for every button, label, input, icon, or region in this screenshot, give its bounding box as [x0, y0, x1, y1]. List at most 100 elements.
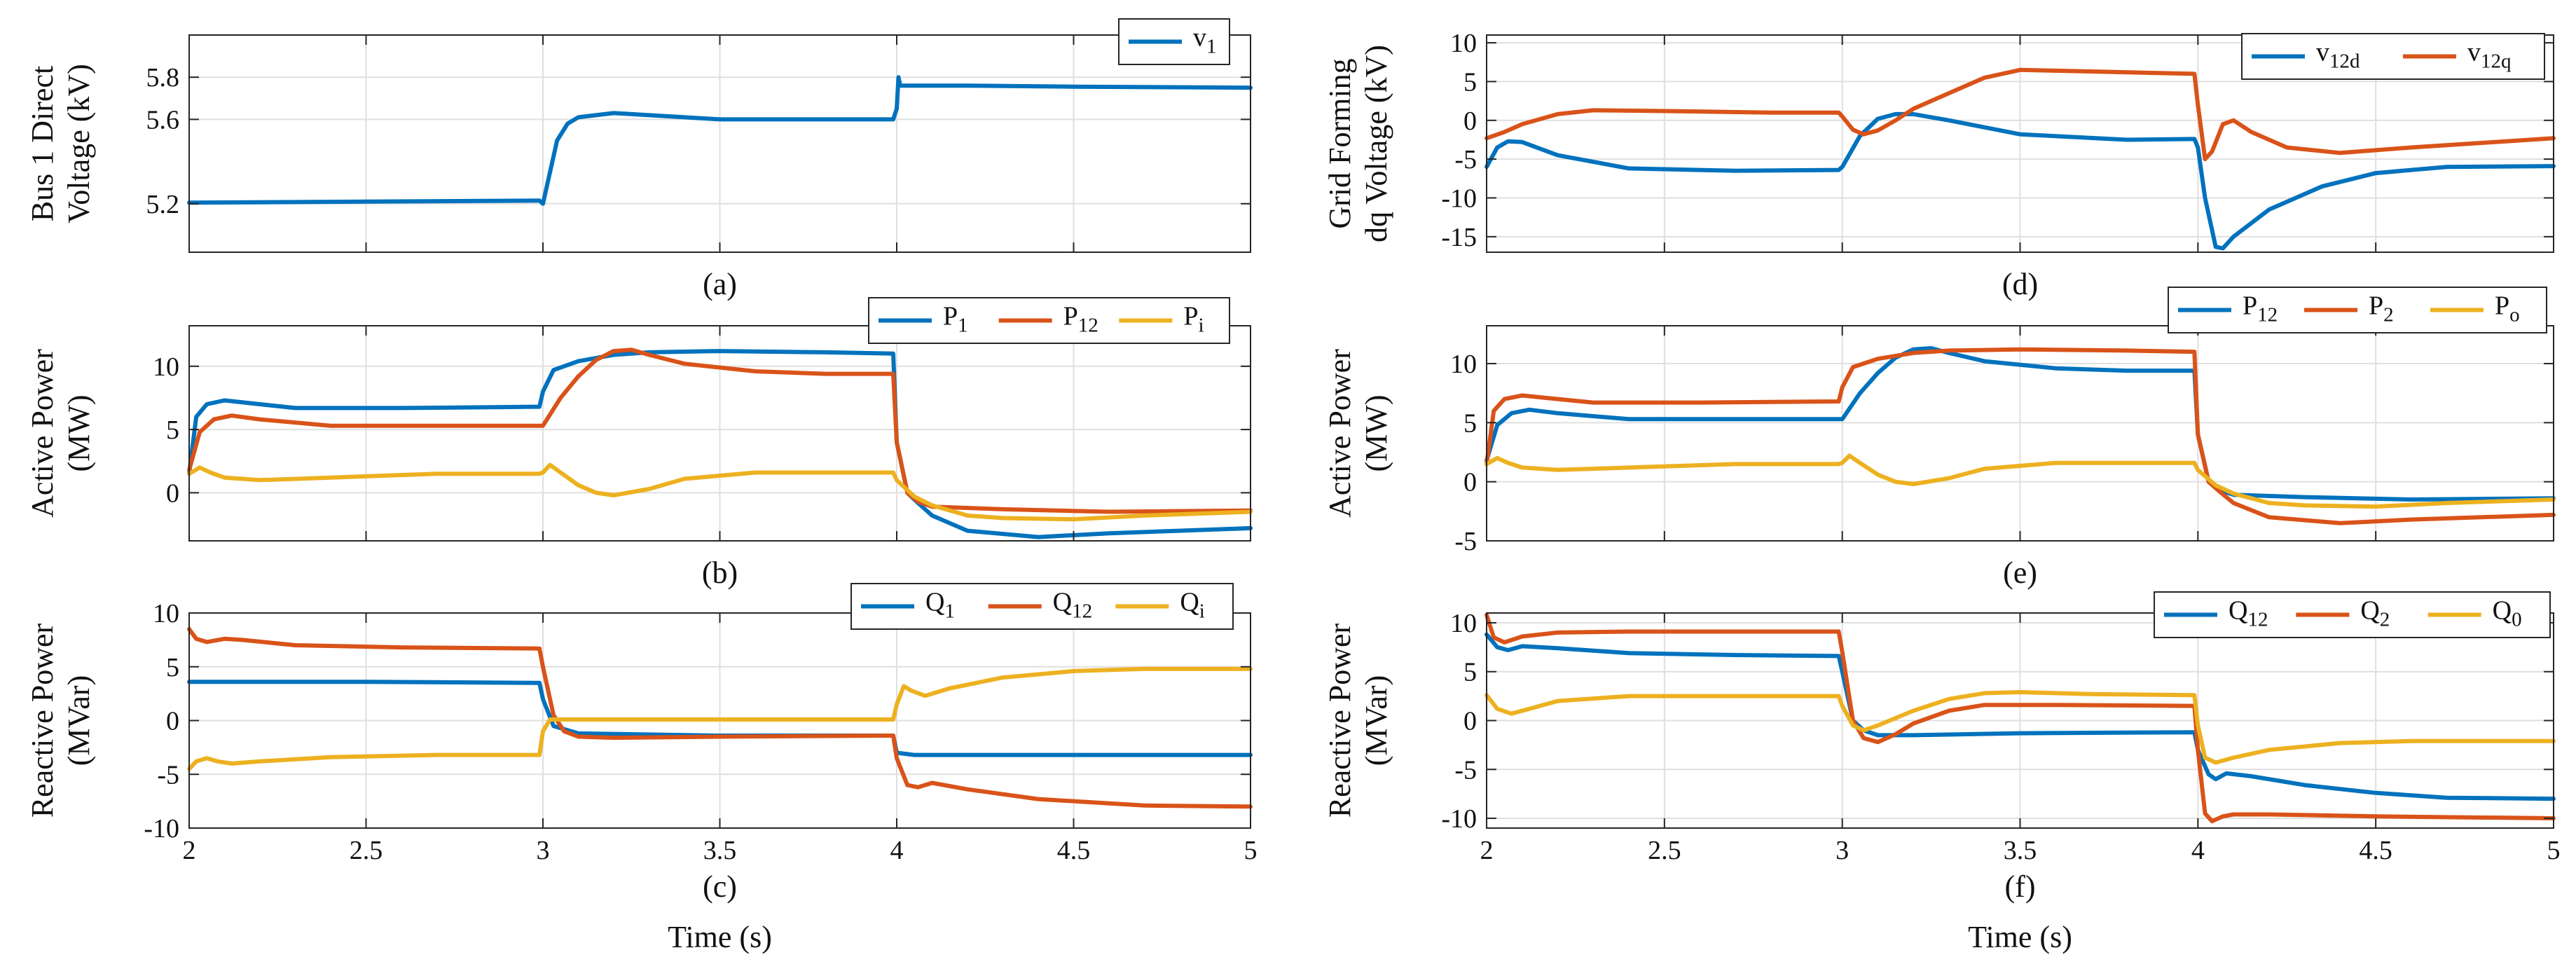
legend-a: v1 [1118, 18, 1230, 65]
legend-label-q-12: Q12 [1053, 588, 1092, 623]
y-tick-label: 10 [1450, 350, 1477, 379]
legend-label-v-1: v1 [1193, 23, 1217, 58]
y-tick-label: -5 [1454, 145, 1477, 174]
y-tick-label: 5.8 [146, 63, 180, 92]
legend-e: P12 P2 Po [2168, 287, 2547, 333]
legend-c: Q1 Q12 Qi [850, 583, 1234, 630]
panel-caption: (e) [2003, 556, 2037, 590]
series-line-p-2 [1485, 347, 2556, 525]
legend-label-q-1: Q1 [925, 588, 955, 623]
x-tick-label: 5 [2547, 836, 2561, 865]
series-line-v-12d [1485, 111, 2556, 251]
y-axis-title: Reactive Power [25, 623, 60, 818]
y-axis-title: Bus 1 Direct [25, 66, 60, 221]
series-line-q-2 [1485, 612, 2556, 824]
y-axis-title: Active Power [1323, 349, 1357, 518]
y-tick-label: 10 [1450, 29, 1477, 58]
series-line-p-i [187, 462, 1253, 522]
series-line-q-1 [187, 680, 1253, 757]
x-tick-label: 4 [890, 836, 904, 865]
y-tick-label: 5 [1463, 408, 1477, 438]
x-tick-label: 4.5 [1057, 836, 1091, 865]
y-tick-label: 10 [1450, 609, 1477, 638]
y-axis-title: dq Voltage (kV) [1359, 45, 1393, 242]
y-tick-label: 0 [1463, 106, 1477, 136]
y-tick-label: 0 [1463, 707, 1477, 736]
y-tick-label: 0 [166, 707, 179, 736]
series-line-p-o [1485, 453, 2556, 509]
legend-d: v12d v12q [2241, 33, 2545, 80]
y-axis-title: Grid Forming [1323, 58, 1357, 228]
series-line-q-i [187, 666, 1253, 771]
panel-caption: (f) [2005, 869, 2036, 904]
series-line-v-12q [1485, 67, 2556, 162]
legend-label-p-12: P12 [1063, 302, 1098, 337]
y-tick-label: 5.6 [146, 105, 180, 135]
legend-label-q-i: Qi [1180, 588, 1205, 623]
y-tick-label: 10 [153, 599, 179, 628]
panel-caption: (a) [703, 267, 737, 301]
legend-label-v-12d: v12d [2316, 38, 2360, 73]
panel-caption: (b) [702, 556, 738, 590]
y-tick-label: 0 [166, 478, 179, 508]
legend-label-p-o: Po [2495, 291, 2520, 326]
legend-label-q-0: Q0 [2493, 596, 2522, 631]
y-tick-label: 5 [166, 653, 179, 682]
legend-label-p-12: P12 [2243, 291, 2278, 326]
y-tick-label: -15 [1441, 223, 1477, 252]
y-tick-label: 0 [1463, 468, 1477, 497]
y-axis-title: Reactive Power [1323, 623, 1357, 818]
x-axis-title-right: Time (s) [1968, 920, 2072, 954]
y-axis-title: (MVar) [62, 675, 96, 766]
legend-f: Q12 Q2 Q0 [2154, 591, 2551, 638]
panel-e: -5 0 5 10 Active Power (MW) (e) P12 P2 Po [1323, 287, 2556, 590]
series-line-v-1 [187, 75, 1253, 206]
x-tick-label: 4 [2191, 836, 2205, 865]
y-axis-title: (MW) [1359, 395, 1393, 472]
y-tick-label: 5 [1463, 67, 1477, 97]
x-tick-label: 4.5 [2359, 836, 2392, 865]
panels-layer: 5.2 5.6 5.8 Bus 1 Direct Voltage (kV) (a) v1 0 5… [25, 18, 2561, 904]
y-axis-title: (MW) [62, 395, 96, 472]
panel-f: -10 -5 0 5 10 2 2.5 3 3.5 4 4.5 5 Reactive Power (MVa… [1323, 591, 2561, 904]
legend-label-p-i: Pi [1183, 302, 1204, 337]
x-tick-label: 3 [1835, 836, 1849, 865]
x-tick-label: 5 [1244, 836, 1258, 865]
y-tick-label: -5 [157, 760, 179, 790]
y-tick-label: 10 [153, 352, 179, 382]
y-tick-label: -10 [1441, 804, 1477, 834]
y-tick-label: -5 [1454, 527, 1477, 556]
y-tick-label: 5 [1463, 658, 1477, 687]
y-tick-label: -5 [1454, 755, 1477, 785]
x-axis-title-left: Time (s) [668, 920, 772, 954]
legend-label-p-1: P1 [943, 302, 968, 337]
panel-a: 5.2 5.6 5.8 Bus 1 Direct Voltage (kV) (a) v1 [25, 18, 1253, 301]
y-tick-label: -10 [144, 814, 179, 843]
legend-label-v-12q: v12q [2467, 38, 2512, 73]
y-axis-title: Voltage (kV) [62, 64, 96, 223]
y-axis-title: (MVar) [1359, 675, 1393, 766]
x-tick-label: 2.5 [350, 836, 383, 865]
series-line-p-1 [187, 349, 1253, 539]
legend-label-q-2: Q2 [2360, 596, 2390, 631]
y-tick-label: 5.2 [146, 190, 180, 219]
legend-label-p-2: P2 [2369, 291, 2394, 326]
panel-caption: (c) [703, 869, 737, 904]
panel-b: 0 5 10 Active Power (MW) (b) P1 P12 Pi [25, 297, 1253, 590]
panel-caption: (d) [2002, 267, 2038, 301]
x-tick-label: 2.5 [1648, 836, 1681, 865]
series-line-p-12 [187, 347, 1253, 514]
y-tick-label: -10 [1441, 184, 1477, 214]
legend-b: P1 P12 Pi [868, 297, 1230, 344]
panel-c: -10 -5 0 5 10 2 2.5 3 3.5 4 4.5 5 Reactive Power (MVa… [25, 583, 1258, 904]
x-tick-label: 3 [537, 836, 550, 865]
panel-d: -15 -10 -5 0 5 10 Grid Forming dq Voltage (kV) (… [1323, 29, 2556, 301]
series-line-q-0 [1485, 690, 2556, 765]
x-tick-label: 3.5 [2004, 836, 2037, 865]
legend-box [2154, 591, 2551, 638]
legend-box [850, 583, 1234, 630]
x-tick-label: 2 [1480, 836, 1494, 865]
series-line-q-12 [187, 627, 1253, 809]
x-tick-label: 3.5 [703, 836, 737, 865]
